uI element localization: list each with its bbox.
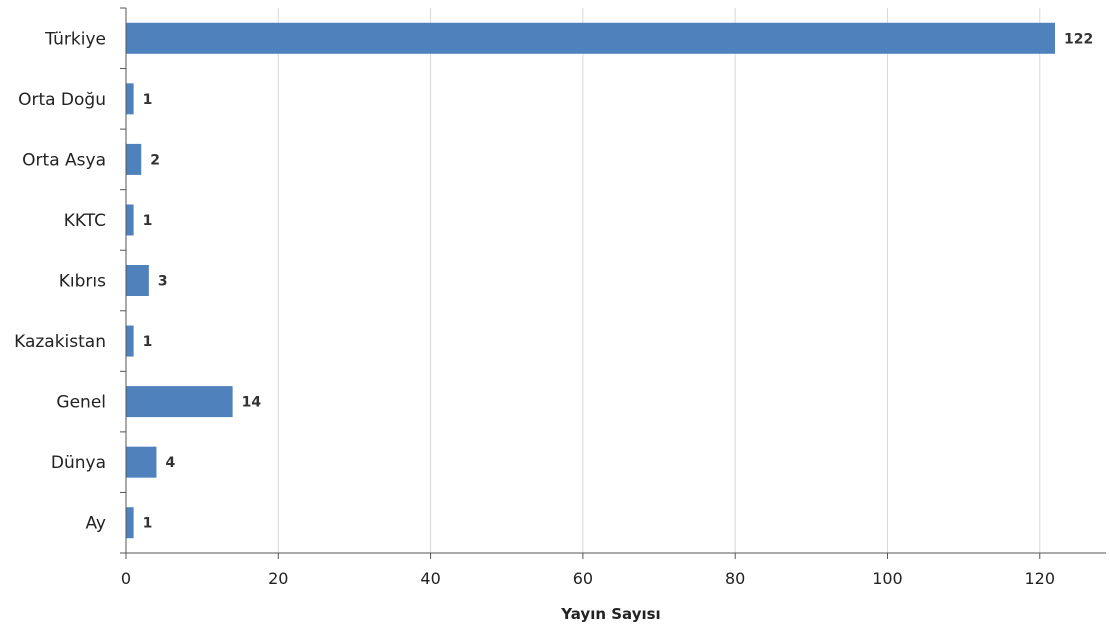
category-label: Kıbrıs	[59, 272, 106, 292]
axes	[120, 7, 1106, 559]
category-label: Orta Doğu	[18, 90, 106, 110]
gridlines	[277, 8, 1041, 553]
x-tick-label: 0	[121, 569, 131, 588]
data-label: 122	[1064, 31, 1093, 47]
category-label: Orta Asya	[22, 150, 106, 170]
x-tick-label: 60	[573, 569, 593, 588]
data-label: 14	[242, 395, 262, 411]
data-label: 3	[158, 274, 168, 290]
data-label: 1	[143, 516, 153, 532]
data-label: 1	[143, 92, 153, 108]
bar-8	[126, 507, 134, 539]
bar-1	[126, 83, 134, 115]
data-label: 2	[150, 152, 160, 168]
category-label: Türkiye	[44, 29, 106, 49]
bars	[126, 22, 1055, 539]
category-label: Dünya	[51, 453, 106, 473]
category-label: KKTC	[64, 211, 106, 231]
data-label: 1	[143, 334, 153, 350]
x-axis-title: Yayın Sayısı	[560, 605, 660, 623]
x-tick-label: 40	[420, 569, 440, 588]
bar-3	[126, 204, 134, 236]
bar-0	[126, 22, 1055, 54]
x-tick-label: 120	[1024, 569, 1055, 588]
data-label: 1	[143, 213, 153, 229]
category-label: Ay	[85, 514, 106, 534]
labels: 0 20 40 60 80 100 120 Türkiye 122 Orta Doğu 1 Orta …	[14, 29, 1093, 588]
data-label: 4	[165, 455, 175, 471]
x-tick-label: 20	[268, 569, 288, 588]
category-label: Kazakistan	[14, 332, 106, 352]
bar-7	[126, 446, 157, 478]
bar-4	[126, 265, 149, 296]
bar-5	[126, 325, 134, 357]
x-tick-label: 100	[872, 569, 903, 588]
bar-6	[126, 386, 233, 418]
bar-2	[126, 143, 142, 175]
x-tick-label: 80	[725, 569, 745, 588]
category-label: Genel	[56, 393, 106, 413]
